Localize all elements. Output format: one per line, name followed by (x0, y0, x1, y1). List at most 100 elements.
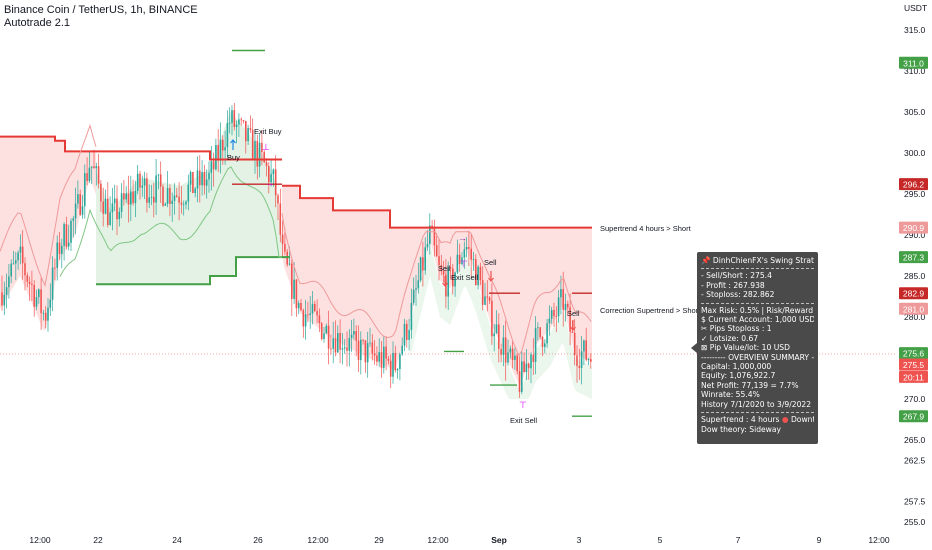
time-tick-label: 26 (253, 535, 263, 545)
supertrend-4h-red (0, 135, 282, 161)
price-tag (899, 302, 928, 315)
price-tag-label: 296.2 (903, 180, 925, 190)
candle-body (472, 259, 475, 261)
candle-body (297, 303, 300, 309)
candle-body (498, 324, 500, 349)
exit-buy-label: Exit Buy (254, 127, 282, 136)
candle-body (63, 224, 65, 246)
price-axis[interactable]: 315.0 310.0 305.0 300.0 295.0 290.0 285.0 280.0… (899, 3, 928, 527)
candle-body (550, 310, 553, 319)
candle-body (277, 195, 279, 204)
time-tick-label: Sep (491, 535, 507, 545)
candle-body (88, 167, 91, 181)
info-line: Capital: 1,000,000 (701, 362, 772, 372)
info-line: Winrate: 55.4% (701, 390, 760, 400)
candle-body (318, 315, 321, 324)
candle-body (424, 247, 426, 271)
candle-body (396, 368, 399, 371)
candle-body (334, 338, 337, 353)
candle-body (433, 228, 436, 246)
exit-sell-label: Exit Sell (451, 273, 478, 282)
candle-body (49, 299, 52, 308)
info-line: ⊠ Pip Value/lot: 10 USD (701, 343, 790, 353)
candle-body (256, 140, 259, 167)
price-tag (899, 358, 928, 371)
candle-body (371, 342, 374, 354)
candle-body (408, 329, 410, 340)
supertrend-row: Supertrend : 4 hours ● Downtrend (701, 415, 814, 424)
candle-body (569, 307, 571, 332)
candle-body (164, 203, 167, 206)
candle-body (81, 206, 84, 215)
candle-body (123, 193, 125, 200)
candle-body (580, 351, 583, 368)
candle-body (343, 347, 346, 349)
candle-body (406, 323, 408, 340)
candle-body (323, 333, 325, 339)
candle-body (19, 246, 22, 253)
candle-body (500, 348, 502, 355)
candle-body (166, 188, 169, 204)
candle-body (261, 142, 263, 152)
candle-body (415, 288, 417, 290)
candle-body (90, 166, 93, 168)
candle-body (208, 172, 210, 180)
info-title-row: 📌 DinhChienFX's Swing Strategy (701, 256, 814, 265)
dow-theory: Dow theory: Sideway (701, 424, 782, 434)
arrow-down-icon (488, 271, 494, 282)
separator (701, 412, 814, 414)
candle-body (454, 272, 456, 287)
price-tick-label: 305.0 (904, 107, 926, 117)
candle-body (203, 172, 206, 186)
price-tag (899, 56, 928, 69)
candle-body (412, 289, 415, 303)
price-tag (899, 410, 928, 423)
candle-body (311, 303, 314, 314)
candle-body (440, 265, 443, 272)
candle-body (242, 120, 245, 122)
candle-body (1, 292, 3, 306)
info-line: Equity: 1,076,922.7 (701, 371, 776, 381)
candle-body (270, 174, 272, 183)
candle-body (249, 128, 252, 130)
exit-marker-icon: ⊤ (519, 400, 527, 410)
candle-body (557, 297, 560, 317)
time-tick-label: 9 (817, 535, 822, 545)
candle-body (452, 268, 454, 287)
candle-body (486, 296, 489, 298)
candle-body (567, 303, 569, 308)
candle-body (150, 196, 153, 198)
candle-body (125, 193, 127, 200)
exit-marker-icon: ⊥ (262, 142, 270, 152)
time-tick-label: 12:00 (29, 535, 51, 545)
candle-body (127, 193, 130, 205)
candle-body (70, 220, 72, 243)
candle-body (399, 354, 401, 369)
candle-body (192, 172, 194, 194)
candle-body (527, 363, 530, 369)
candle-body (325, 325, 328, 334)
price-tick-label: 280.0 (904, 312, 926, 322)
candle-body (516, 355, 518, 372)
price-tick-label: 295.0 (904, 189, 926, 199)
info-line: --------- OVERVIEW SUMMARY --------- (701, 352, 814, 362)
candle-body (403, 323, 406, 346)
price-tick-label: 310.0 (904, 66, 926, 76)
candle-body (314, 303, 316, 312)
candle-body (224, 147, 226, 151)
candle-body (330, 348, 332, 350)
candle-body (585, 340, 587, 360)
candle-body (93, 166, 95, 169)
candle-body (107, 198, 109, 226)
pin-icon: 📌 (701, 256, 711, 265)
correction-supertrend (0, 123, 97, 288)
symbol-title: Binance Coin / TetherUS, 1h, BINANCE (4, 4, 198, 16)
candle-body (35, 297, 38, 307)
candle-body (479, 266, 482, 281)
time-axis[interactable]: 12:00 22 24 26 12:00 29 12:00 Sep 3 5 7 9 12:00 (29, 535, 890, 545)
candle-body (573, 332, 576, 356)
candle-body (104, 198, 107, 214)
candle-body (509, 348, 512, 353)
price-tag-label: 275.6 (903, 349, 925, 359)
